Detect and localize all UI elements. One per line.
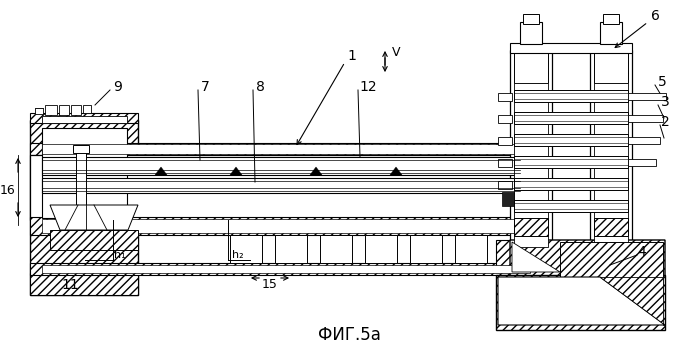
Bar xyxy=(30,120,138,295)
Bar xyxy=(514,178,628,190)
Text: 1: 1 xyxy=(347,49,356,63)
Bar xyxy=(514,53,548,83)
Polygon shape xyxy=(498,277,665,325)
Text: 2: 2 xyxy=(661,115,670,129)
Bar xyxy=(498,159,512,167)
Bar xyxy=(230,235,262,263)
Bar xyxy=(510,50,552,250)
Text: 9: 9 xyxy=(113,80,122,94)
Text: 7: 7 xyxy=(201,80,210,94)
Bar xyxy=(76,145,86,215)
Bar xyxy=(42,116,127,123)
Bar xyxy=(510,43,632,53)
Polygon shape xyxy=(50,205,138,230)
Text: 11: 11 xyxy=(61,278,79,292)
Text: 8: 8 xyxy=(256,80,264,94)
Text: 3: 3 xyxy=(661,95,670,109)
Bar xyxy=(30,263,530,275)
Text: h₂: h₂ xyxy=(232,250,244,260)
Bar xyxy=(498,115,512,123)
Text: V: V xyxy=(391,46,401,59)
Bar xyxy=(30,155,530,220)
Bar xyxy=(365,235,397,263)
Bar xyxy=(514,90,628,102)
Bar xyxy=(35,108,43,114)
Bar xyxy=(410,235,442,263)
Text: 15: 15 xyxy=(262,279,278,292)
Bar xyxy=(42,265,530,273)
Bar xyxy=(600,22,622,44)
Bar xyxy=(603,14,619,24)
Bar xyxy=(523,14,539,24)
Polygon shape xyxy=(50,230,138,250)
Bar xyxy=(30,143,530,155)
Polygon shape xyxy=(510,240,665,300)
Bar xyxy=(30,273,138,295)
Bar xyxy=(520,22,542,44)
Bar xyxy=(628,159,656,166)
Bar xyxy=(42,144,530,154)
Text: 16: 16 xyxy=(0,184,16,197)
Bar xyxy=(42,219,530,233)
Text: 4: 4 xyxy=(637,245,647,259)
Bar xyxy=(594,83,628,247)
Bar xyxy=(59,105,69,115)
Bar xyxy=(502,192,514,206)
Polygon shape xyxy=(230,167,242,175)
Polygon shape xyxy=(155,167,167,175)
Polygon shape xyxy=(310,167,322,175)
Bar xyxy=(514,218,548,236)
Bar xyxy=(275,235,307,263)
Bar xyxy=(30,113,138,123)
Bar xyxy=(514,83,548,247)
Bar xyxy=(594,53,628,83)
Text: ФИГ.5а: ФИГ.5а xyxy=(317,326,380,344)
Polygon shape xyxy=(600,277,665,325)
Bar xyxy=(628,93,666,100)
Bar xyxy=(73,145,89,153)
Bar xyxy=(514,200,628,212)
Bar xyxy=(590,50,632,250)
Bar xyxy=(628,115,663,122)
Bar xyxy=(71,105,81,115)
Bar xyxy=(514,156,628,168)
Bar xyxy=(514,134,628,146)
Bar xyxy=(320,235,352,263)
Polygon shape xyxy=(390,167,402,175)
Polygon shape xyxy=(560,242,663,298)
Bar xyxy=(42,178,520,193)
Polygon shape xyxy=(512,242,560,272)
Bar xyxy=(498,137,512,145)
Bar xyxy=(498,181,512,189)
Text: 12: 12 xyxy=(359,80,377,94)
Bar xyxy=(45,105,57,115)
Polygon shape xyxy=(496,275,665,330)
Bar xyxy=(498,93,512,101)
Bar xyxy=(83,105,91,113)
Bar xyxy=(455,235,487,263)
Bar xyxy=(496,240,514,270)
Text: h₁: h₁ xyxy=(114,250,126,260)
Bar xyxy=(628,137,660,144)
Text: 6: 6 xyxy=(651,9,659,23)
Bar xyxy=(514,112,628,124)
Text: 5: 5 xyxy=(658,75,666,89)
Bar xyxy=(42,128,127,218)
Bar xyxy=(30,217,530,235)
Bar xyxy=(42,157,520,175)
Bar xyxy=(594,218,628,236)
